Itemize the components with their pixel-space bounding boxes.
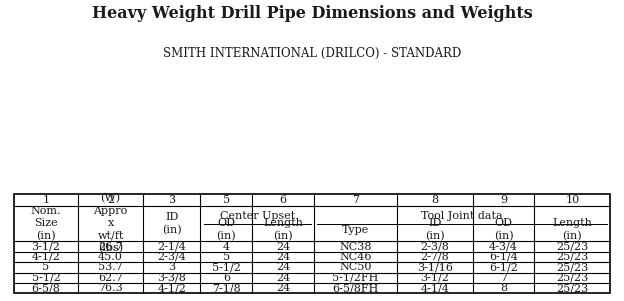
Text: 62.7: 62.7 xyxy=(98,273,123,283)
Text: 8: 8 xyxy=(500,283,507,293)
Text: 4-1/4: 4-1/4 xyxy=(421,283,449,293)
Text: (W)
Appro
x
wt/ft
(lbs): (W) Appro x wt/ft (lbs) xyxy=(94,193,128,254)
Text: Length
(in): Length (in) xyxy=(552,219,592,241)
Text: 5: 5 xyxy=(42,262,49,272)
Text: 25/23: 25/23 xyxy=(556,241,588,252)
Text: 3: 3 xyxy=(168,195,175,205)
Text: 5-1/2: 5-1/2 xyxy=(212,262,241,272)
Text: 24: 24 xyxy=(276,241,290,252)
Text: 6: 6 xyxy=(280,195,287,205)
Text: 25/23: 25/23 xyxy=(556,262,588,272)
Text: 6: 6 xyxy=(223,273,230,283)
Text: Type: Type xyxy=(342,225,369,235)
Text: 5-1/2: 5-1/2 xyxy=(32,273,61,283)
Text: 5: 5 xyxy=(223,195,230,205)
Text: 2-7/8: 2-7/8 xyxy=(421,252,449,262)
Text: 3-1/2: 3-1/2 xyxy=(32,241,61,252)
Text: 26.7: 26.7 xyxy=(98,241,123,252)
Text: 5: 5 xyxy=(223,252,230,262)
Text: 2-3/8: 2-3/8 xyxy=(421,241,449,252)
Text: 24: 24 xyxy=(276,283,290,293)
Text: 45.0: 45.0 xyxy=(98,252,123,262)
Text: 53.7: 53.7 xyxy=(98,262,123,272)
Text: 3-1/16: 3-1/16 xyxy=(417,262,453,272)
Text: 2-3/4: 2-3/4 xyxy=(157,252,186,262)
Text: 1: 1 xyxy=(42,195,49,205)
Text: 4-3/4: 4-3/4 xyxy=(489,241,518,252)
Text: 24: 24 xyxy=(276,273,290,283)
Text: 25/23: 25/23 xyxy=(556,283,588,293)
Text: 9: 9 xyxy=(500,195,507,205)
Text: 24: 24 xyxy=(276,262,290,272)
Text: 2-1/4: 2-1/4 xyxy=(157,241,186,252)
Text: 4-1/2: 4-1/2 xyxy=(157,283,186,293)
Text: 25/23: 25/23 xyxy=(556,273,588,283)
Text: Center Upset: Center Upset xyxy=(220,211,295,221)
Text: OD
(in): OD (in) xyxy=(494,219,514,241)
Text: 6-5/8: 6-5/8 xyxy=(32,283,61,293)
Text: Tool Joint data: Tool Joint data xyxy=(421,211,503,221)
Text: ID
(in): ID (in) xyxy=(425,219,445,241)
Text: NC38: NC38 xyxy=(339,241,372,252)
Text: 7: 7 xyxy=(500,273,507,283)
Text: 5-1/2FH: 5-1/2FH xyxy=(333,273,379,283)
Text: 3: 3 xyxy=(168,262,175,272)
Text: 6-1/4: 6-1/4 xyxy=(489,252,518,262)
Text: 3-3/8: 3-3/8 xyxy=(157,273,186,283)
Text: 10: 10 xyxy=(565,195,580,205)
Text: 6-1/2: 6-1/2 xyxy=(489,262,518,272)
Text: ID
(in): ID (in) xyxy=(162,212,182,235)
Text: 4: 4 xyxy=(223,241,230,252)
Text: 7: 7 xyxy=(352,195,359,205)
Text: 4-1/2: 4-1/2 xyxy=(32,252,61,262)
Text: 25/23: 25/23 xyxy=(556,252,588,262)
Text: SMITH INTERNATIONAL (DRILCO) - STANDARD: SMITH INTERNATIONAL (DRILCO) - STANDARD xyxy=(163,47,461,60)
Text: 6-5/8FH: 6-5/8FH xyxy=(333,283,379,293)
Text: Length
(in): Length (in) xyxy=(263,219,303,241)
Text: 8: 8 xyxy=(431,195,439,205)
Text: 76.3: 76.3 xyxy=(98,283,123,293)
Text: 7-1/8: 7-1/8 xyxy=(212,283,241,293)
Bar xyxy=(14,194,610,293)
Text: Nom.
Size
(in): Nom. Size (in) xyxy=(31,206,61,241)
Text: OD
(in): OD (in) xyxy=(217,219,236,241)
Text: NC50: NC50 xyxy=(339,262,372,272)
Text: 24: 24 xyxy=(276,252,290,262)
Text: 2: 2 xyxy=(107,195,114,205)
Text: Heavy Weight Drill Pipe Dimensions and Weights: Heavy Weight Drill Pipe Dimensions and W… xyxy=(92,5,532,21)
Text: 3-1/2: 3-1/2 xyxy=(421,273,449,283)
Text: NC46: NC46 xyxy=(339,252,372,262)
